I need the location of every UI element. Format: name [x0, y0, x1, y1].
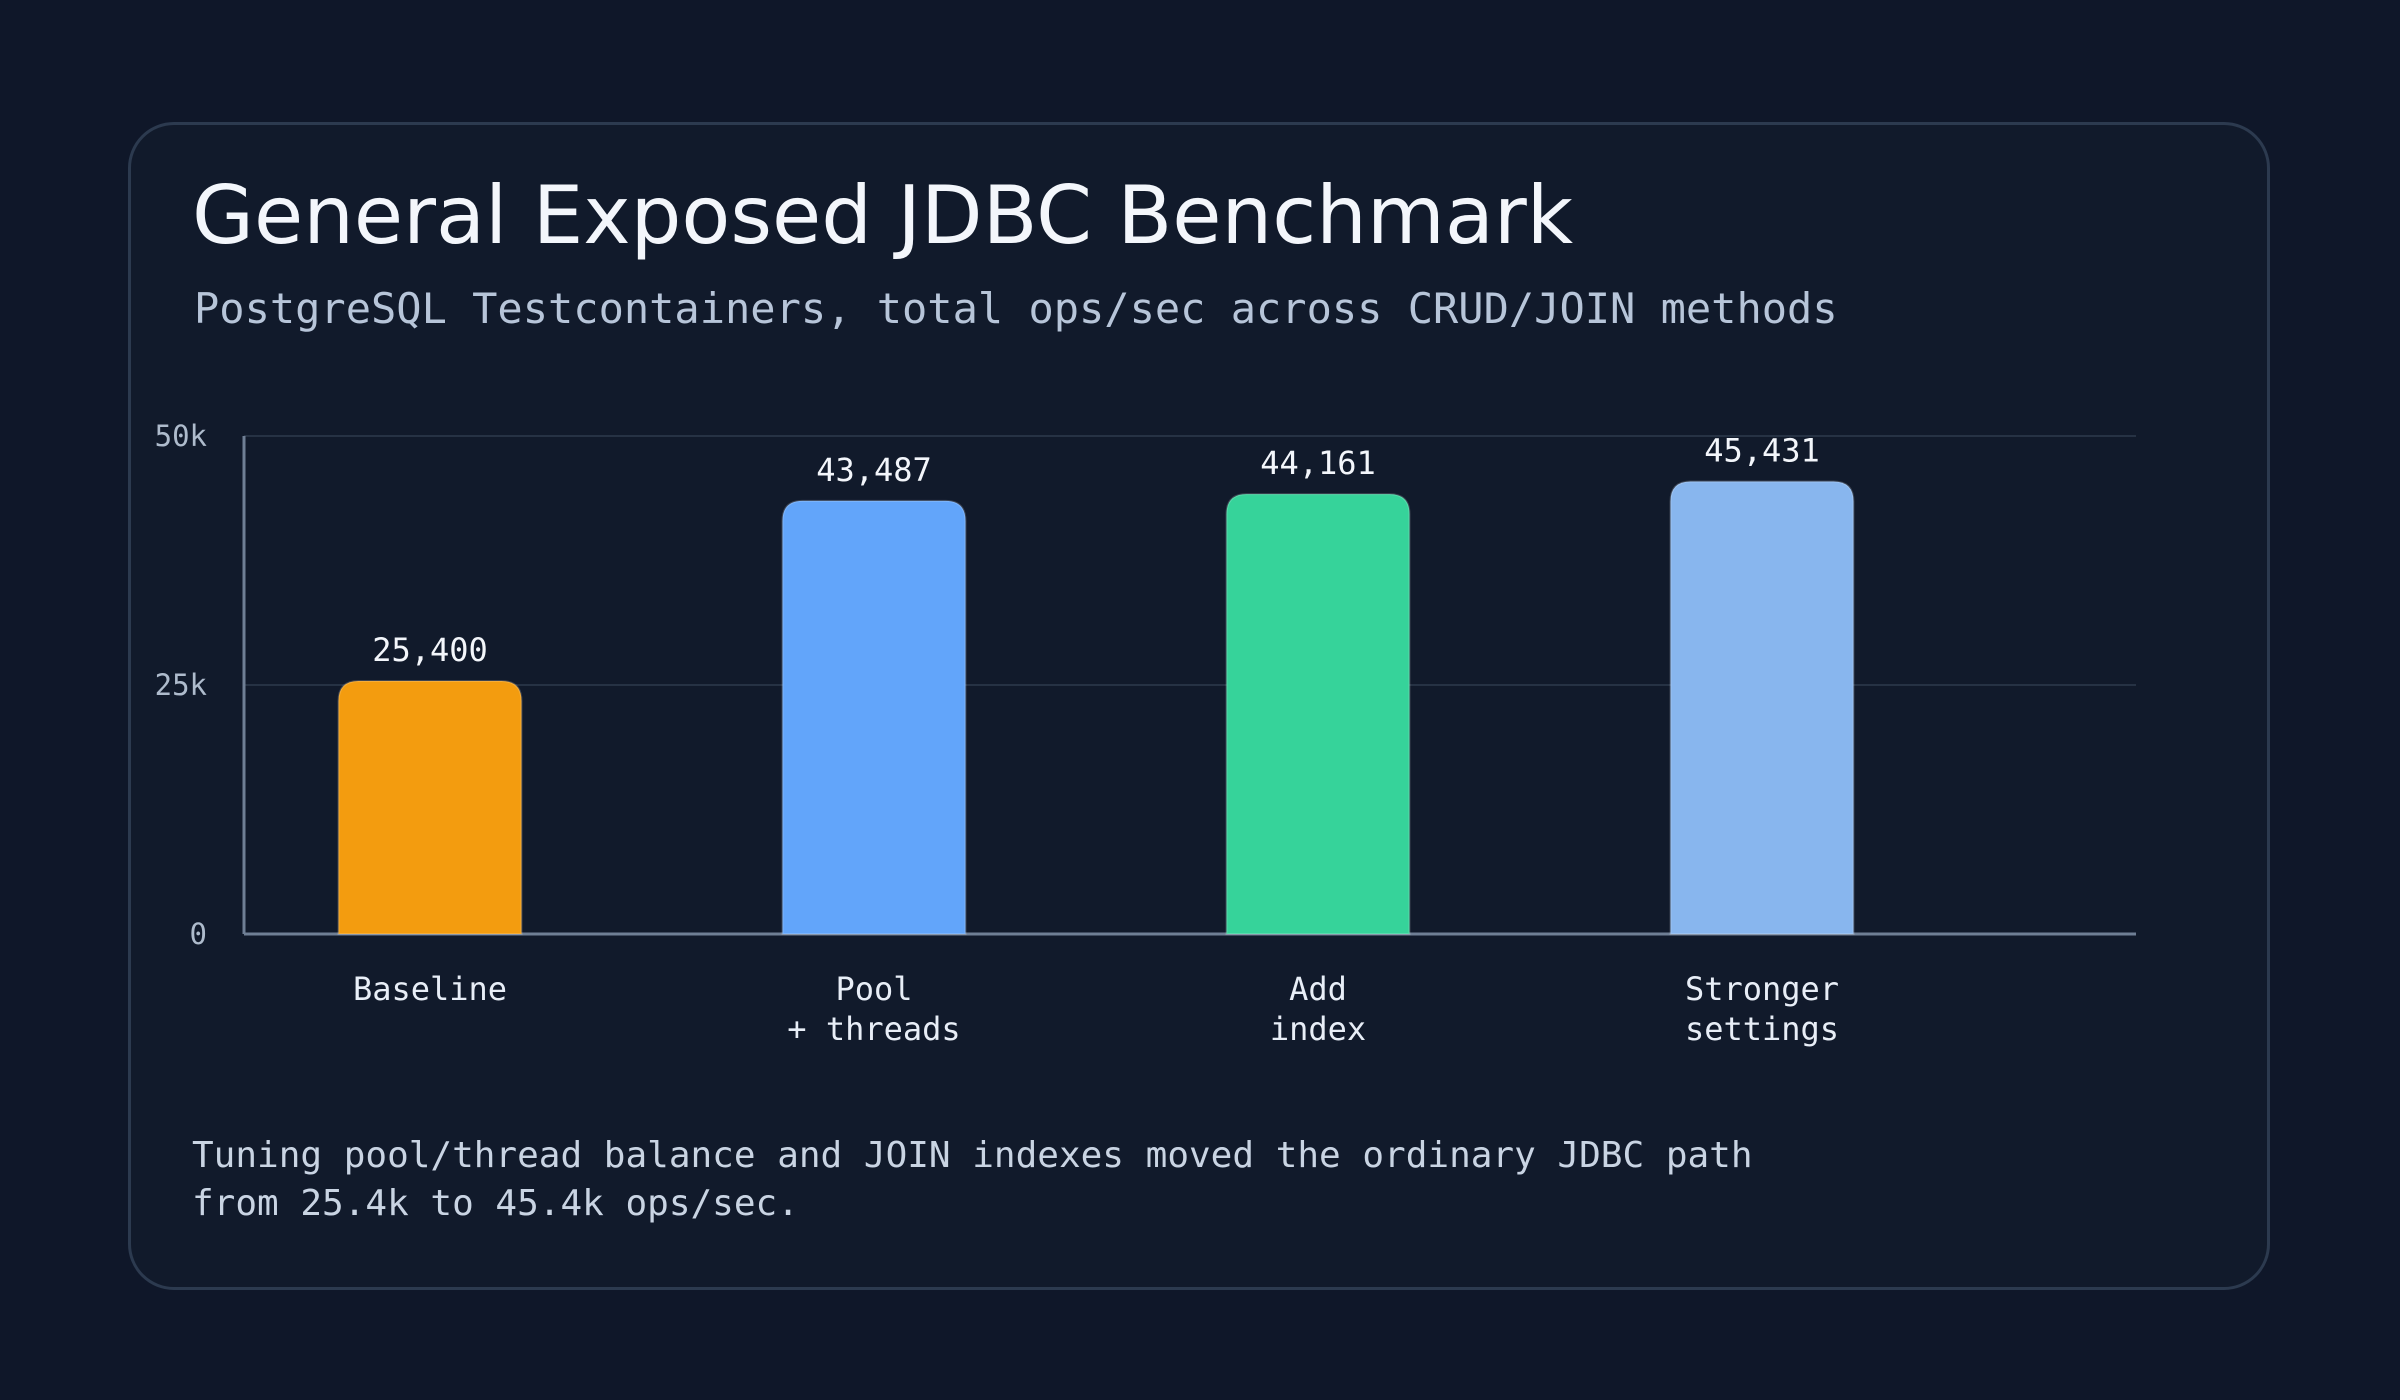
y-tick-label-25k: 25k — [155, 668, 208, 702]
chart-title: General Exposed JDBC Benchmark — [192, 169, 1574, 262]
category-label-2-1: index — [1270, 1010, 1366, 1048]
category-label-3-1: settings — [1685, 1010, 1839, 1048]
category-label-3-0: Stronger — [1685, 970, 1839, 1008]
chart-note-line-1: Tuning pool/thread balance and JOIN inde… — [192, 1135, 1753, 1176]
y-tick-label-0: 0 — [190, 917, 207, 951]
category-label-1-0: Pool — [835, 970, 912, 1008]
bar-value-label-2: 44,161 — [1260, 444, 1376, 482]
bar-value-label-3: 45,431 — [1704, 432, 1820, 470]
chart-subtitle: PostgreSQL Testcontainers, total ops/sec… — [194, 284, 1838, 333]
bar-value-label-1: 43,487 — [816, 451, 932, 489]
chart-note: Tuning pool/thread balance and JOIN inde… — [192, 1132, 1892, 1228]
y-tick-label-50k: 50k — [155, 419, 208, 453]
category-label-2-0: Add — [1289, 970, 1347, 1008]
bar-0 — [337, 680, 523, 935]
bar-2 — [1225, 493, 1411, 935]
category-label-0-0: Baseline — [353, 970, 507, 1008]
category-label-1-1: + threads — [787, 1010, 960, 1048]
bar-3 — [1669, 480, 1855, 935]
chart-note-line-2: from 25.4k to 45.4k ops/sec. — [192, 1183, 799, 1224]
bar-value-label-0: 25,400 — [372, 631, 488, 669]
bar-1 — [781, 499, 967, 935]
